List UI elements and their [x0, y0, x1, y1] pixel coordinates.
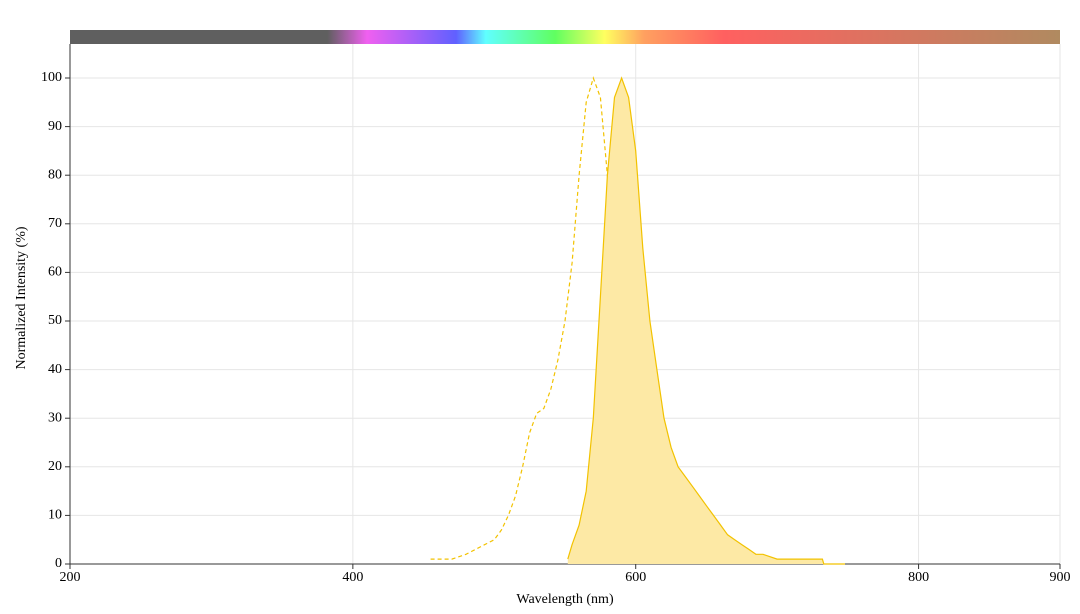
y-tick-label: 10 — [48, 508, 62, 523]
y-tick-label: 0 — [55, 556, 62, 571]
y-tick-label: 30 — [48, 410, 62, 425]
x-tick-label: 800 — [908, 570, 929, 585]
x-axis-label: Wavelength (nm) — [516, 592, 614, 607]
x-tick-label: 600 — [625, 570, 646, 585]
y-tick-label: 70 — [48, 216, 62, 231]
y-tick-label: 60 — [48, 265, 62, 280]
x-tick-label: 200 — [60, 570, 81, 585]
x-tick-label: 400 — [342, 570, 363, 585]
x-tick-label: 900 — [1050, 570, 1071, 585]
y-tick-label: 50 — [48, 313, 62, 328]
line — [567, 76, 845, 565]
y-tick-label: 20 — [48, 459, 62, 474]
y-axis-label: Normalized Intensity (%) — [14, 226, 29, 369]
y-tick-label: 80 — [48, 167, 62, 182]
y-tick-label: 100 — [41, 70, 62, 85]
area — [567, 78, 845, 564]
y-tick-label: 40 — [48, 362, 62, 377]
y-tick-label: 90 — [48, 119, 62, 134]
spectrum-bar — [70, 30, 1060, 44]
